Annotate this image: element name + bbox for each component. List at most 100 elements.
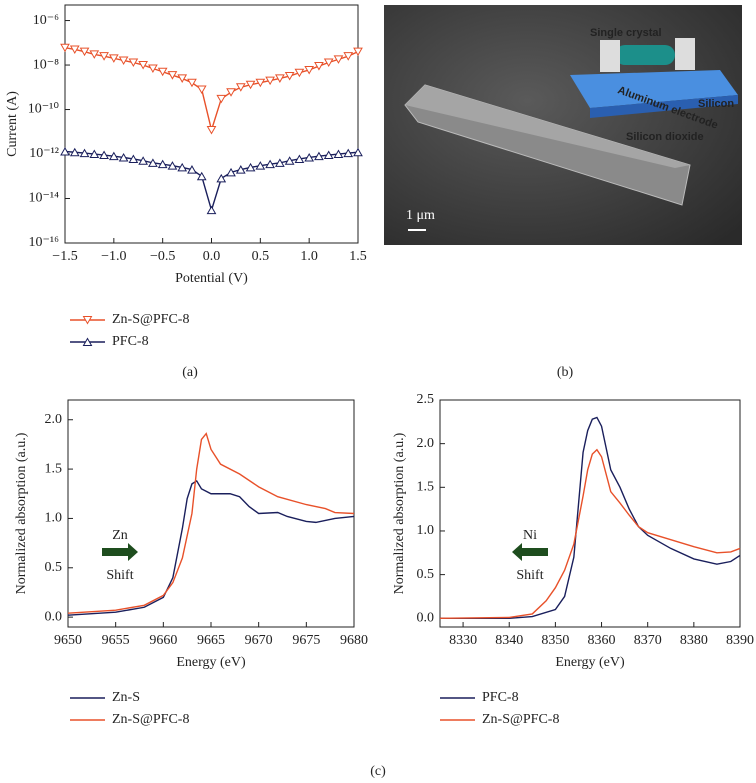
x-tick-label: 1.5 (349, 249, 367, 264)
y-tick-label: 1.5 (45, 461, 63, 476)
marker (138, 156, 148, 165)
y-tick-label: 0.0 (45, 609, 63, 624)
y-tick-label: 10⁻⁸ (33, 57, 59, 72)
x-tick-label: 9680 (340, 633, 368, 648)
marker (69, 147, 80, 157)
x-tick-label: 8360 (588, 633, 616, 648)
y-tick-label: 1.5 (417, 480, 435, 495)
marker (89, 50, 100, 59)
y-tick-label: 2.5 (417, 392, 435, 407)
marker (323, 150, 334, 160)
series-line (440, 416, 741, 619)
x-tick-label: 8330 (449, 633, 477, 648)
marker (314, 62, 324, 71)
marker (353, 147, 363, 157)
y-tick-label: 10⁻⁶ (33, 13, 59, 28)
marker (108, 151, 119, 161)
marker (265, 159, 275, 169)
marker (343, 148, 354, 158)
shift-arrow (512, 543, 548, 561)
shift-arrow (102, 543, 138, 561)
x-tick-label: 8370 (634, 633, 662, 648)
marker (284, 72, 295, 81)
y-tick-label: 2.0 (45, 412, 63, 427)
x-tick-label: 9655 (102, 633, 130, 648)
plot-frame (67, 399, 355, 628)
marker (343, 52, 354, 61)
annotation: Shift (516, 568, 543, 583)
y-tick-label: 1.0 (45, 511, 63, 526)
series-line (67, 432, 355, 614)
marker (353, 47, 363, 57)
x-axis-title: Potential (V) (175, 271, 248, 286)
marker (99, 150, 109, 160)
marker (323, 58, 334, 68)
marker (108, 54, 119, 63)
marker (333, 149, 344, 159)
marker (245, 162, 256, 172)
marker (79, 148, 90, 158)
legend-label: Zn-S@PFC-8 (112, 312, 189, 327)
marker (187, 78, 197, 88)
y-axis-title: Normalized absorption (a.u.) (392, 432, 407, 594)
marker (148, 158, 158, 167)
marker (314, 151, 324, 161)
x-tick-label: 1.0 (300, 249, 318, 264)
legend-label: PFC-8 (482, 690, 519, 705)
marker (167, 71, 178, 80)
marker (294, 68, 305, 78)
legend-label: Zn-S@PFC-8 (112, 712, 189, 727)
marker (187, 165, 197, 174)
series-line (64, 47, 359, 133)
marker (255, 78, 266, 88)
marker (304, 65, 315, 75)
marker (148, 64, 158, 73)
marker (333, 55, 344, 64)
legend-label: PFC-8 (112, 334, 149, 349)
annotation: Shift (106, 568, 133, 583)
marker (99, 52, 109, 61)
marker (157, 159, 168, 169)
marker (60, 146, 70, 156)
marker (284, 156, 295, 165)
y-tick-label: 0.5 (45, 560, 63, 575)
marker (177, 74, 188, 83)
marker (79, 47, 90, 57)
x-axis-title: Energy (eV) (176, 655, 246, 670)
y-axis-title: Current (A) (5, 91, 20, 157)
y-tick-label: 1.0 (417, 523, 435, 538)
marker (275, 74, 285, 83)
marker (304, 152, 315, 162)
marker (138, 61, 148, 70)
x-tick-label: 8340 (495, 633, 523, 648)
legend-marker (82, 316, 93, 325)
x-tick-label: 8380 (680, 633, 708, 648)
marker (167, 161, 178, 170)
sem-label: Single crystal (590, 27, 662, 39)
marker (235, 83, 246, 92)
marker (157, 67, 168, 77)
marker (265, 76, 275, 86)
marker (177, 162, 188, 172)
y-tick-label: 0.5 (417, 567, 435, 582)
marker (118, 152, 129, 162)
sem-label: Silicon dioxide (626, 131, 704, 143)
annotation: Ni (523, 528, 537, 543)
panel-label: (c) (370, 764, 386, 779)
x-tick-label: 9660 (149, 633, 177, 648)
marker (128, 58, 139, 68)
series-line (64, 150, 359, 213)
x-tick-label: −1.0 (101, 249, 126, 264)
y-tick-label: 10⁻¹⁶ (29, 235, 60, 250)
y-tick-label: 0.0 (417, 610, 435, 625)
y-axis-title: Normalized absorption (a.u.) (14, 432, 29, 594)
marker (206, 205, 217, 215)
sem-label: Silicon (698, 98, 734, 110)
marker (294, 154, 305, 163)
marker (89, 149, 100, 159)
y-tick-label: 10⁻¹⁰ (28, 102, 60, 117)
y-tick-label: 10⁻¹² (29, 146, 59, 161)
x-tick-label: 0.5 (252, 249, 270, 264)
x-tick-label: 9670 (245, 633, 273, 648)
